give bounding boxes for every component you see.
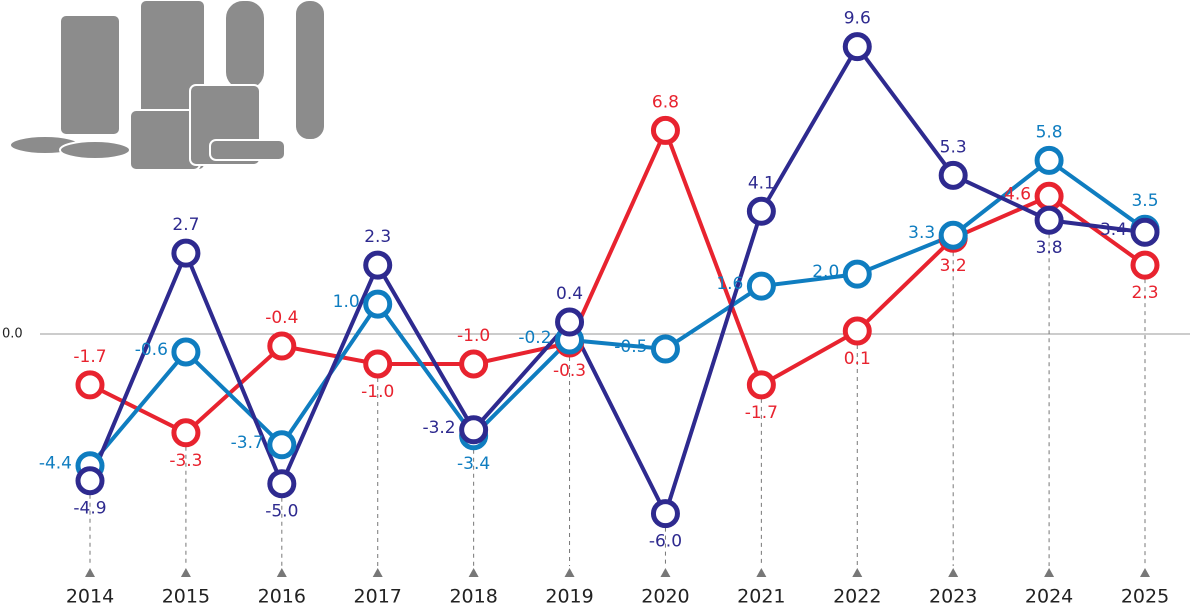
point xyxy=(174,340,198,364)
data-label: -1.0 xyxy=(361,382,394,402)
data-label: -3.2 xyxy=(422,418,455,438)
data-label: -0.2 xyxy=(518,328,551,348)
data-label: 5.8 xyxy=(1036,122,1063,142)
point xyxy=(462,352,486,376)
guide-arrow xyxy=(565,568,575,577)
data-label: -4.4 xyxy=(39,454,72,474)
data-label: -0.4 xyxy=(265,308,298,328)
x-tick-label: 2021 xyxy=(737,586,785,608)
data-label: 3.4 xyxy=(1100,220,1127,240)
data-label: -3.3 xyxy=(169,451,202,471)
data-label: -0.5 xyxy=(614,337,647,357)
data-label: -1.0 xyxy=(457,326,490,346)
data-label: -1.7 xyxy=(73,347,106,367)
point xyxy=(749,199,773,223)
point xyxy=(941,163,965,187)
point xyxy=(366,292,390,316)
guide-arrow xyxy=(277,568,287,577)
data-label: 1.6 xyxy=(716,274,743,294)
data-label: -0.6 xyxy=(135,340,168,360)
data-label: 2.0 xyxy=(812,262,839,282)
guide-arrow xyxy=(756,568,766,577)
data-label: 2.7 xyxy=(172,215,199,235)
guide-arrow xyxy=(660,568,670,577)
point xyxy=(78,373,102,397)
x-tick-label: 2024 xyxy=(1025,586,1073,608)
data-label: 0.4 xyxy=(556,284,583,304)
data-label: 3.2 xyxy=(940,256,967,276)
guide-arrow xyxy=(948,568,958,577)
x-tick-label: 2016 xyxy=(258,586,306,608)
point xyxy=(78,469,102,493)
data-label: -3.7 xyxy=(231,433,264,453)
series-line xyxy=(90,130,1145,432)
point xyxy=(174,421,198,445)
point xyxy=(845,35,869,59)
coins-icon xyxy=(10,0,325,170)
guide-arrow xyxy=(373,568,383,577)
data-label: 2.3 xyxy=(1131,283,1158,303)
y-tick-label: 0.0 xyxy=(2,327,23,342)
point xyxy=(1133,253,1157,277)
point xyxy=(1037,208,1061,232)
x-tick-label: 2023 xyxy=(929,586,977,608)
guide-arrow xyxy=(852,568,862,577)
data-label: 6.8 xyxy=(652,92,679,112)
data-label: -1.7 xyxy=(745,403,778,423)
guide-arrow xyxy=(1044,568,1054,577)
data-label: 2.3 xyxy=(364,227,391,247)
guide-arrow xyxy=(469,568,479,577)
point xyxy=(270,433,294,457)
x-tick-label: 2017 xyxy=(354,586,402,608)
data-label: -5.0 xyxy=(265,502,298,522)
point xyxy=(653,502,677,526)
point xyxy=(653,118,677,142)
point xyxy=(366,253,390,277)
x-tick-label: 2014 xyxy=(66,586,114,608)
x-tick-label: 2022 xyxy=(833,586,881,608)
guide-arrow xyxy=(1140,568,1150,577)
data-label: -0.3 xyxy=(553,361,586,381)
data-label: 3.8 xyxy=(1036,238,1063,258)
point xyxy=(1037,184,1061,208)
data-label: 9.6 xyxy=(844,9,871,29)
point xyxy=(270,472,294,496)
point xyxy=(174,241,198,265)
data-label: 4.1 xyxy=(748,173,775,193)
x-tick-label: 2019 xyxy=(545,586,593,608)
data-label: -3.4 xyxy=(457,454,490,474)
x-tick-label: 2015 xyxy=(162,586,210,608)
point xyxy=(462,418,486,442)
point xyxy=(366,352,390,376)
chart: 0.0 2014 2015 2016 2017 2018 2019 2020 2021 2022 2… xyxy=(0,0,1193,610)
point xyxy=(558,310,582,334)
data-label: 5.3 xyxy=(940,137,967,157)
guide-arrow xyxy=(181,568,191,577)
point xyxy=(653,337,677,361)
point xyxy=(749,373,773,397)
point xyxy=(270,334,294,358)
data-label: -6.0 xyxy=(649,532,682,552)
point xyxy=(749,274,773,298)
data-label: -4.9 xyxy=(73,499,106,519)
point xyxy=(941,223,965,247)
data-label: 1.0 xyxy=(333,292,360,312)
point xyxy=(1133,220,1157,244)
x-tick-label: 2018 xyxy=(449,586,497,608)
point xyxy=(845,319,869,343)
data-label: 4.6 xyxy=(1004,184,1031,204)
point xyxy=(845,262,869,286)
data-label: 3.3 xyxy=(908,223,935,243)
guide-arrow xyxy=(85,568,95,577)
data-label: 3.5 xyxy=(1131,191,1158,211)
x-tick-label: 2020 xyxy=(641,586,689,608)
data-label: 0.1 xyxy=(844,349,871,369)
x-tick-label: 2025 xyxy=(1121,586,1169,608)
point xyxy=(1037,148,1061,172)
